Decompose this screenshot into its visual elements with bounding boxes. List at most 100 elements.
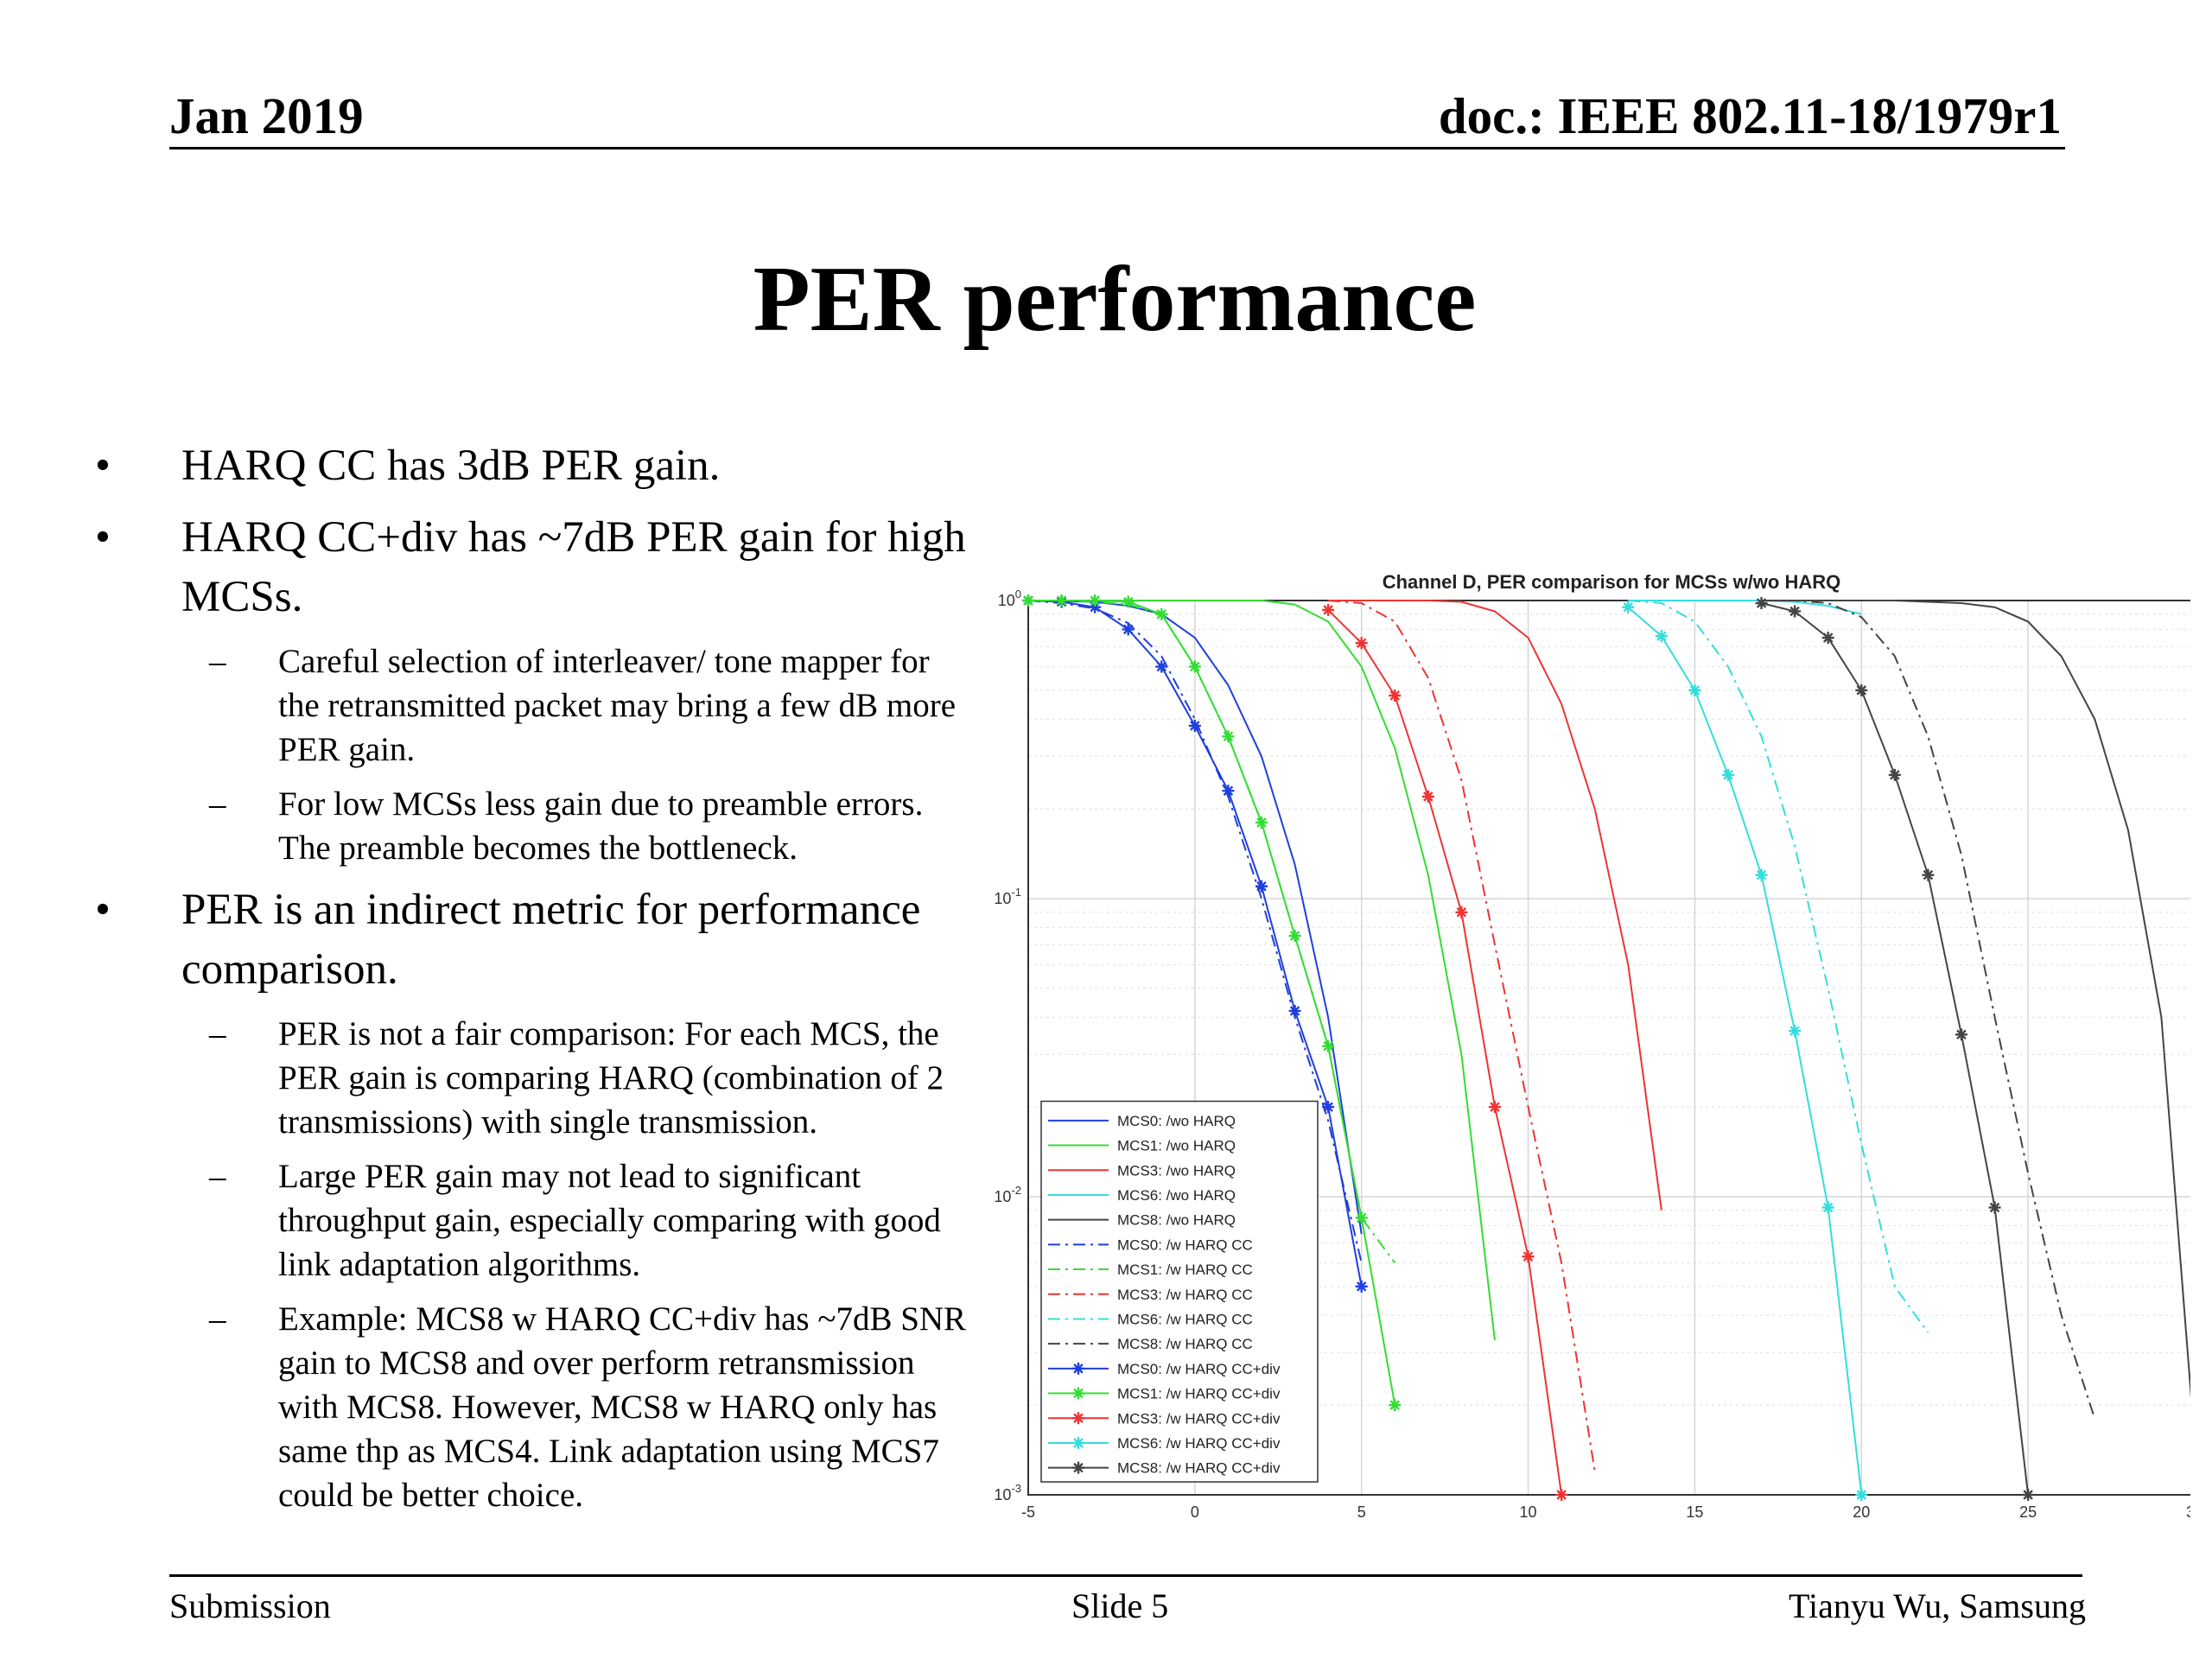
- series-marker-11: [1256, 817, 1267, 828]
- series-marker-11: [1156, 609, 1167, 620]
- y-tick-label: 10-1: [994, 886, 1021, 907]
- legend-marker: [1073, 1388, 1084, 1399]
- series-marker-11: [1223, 731, 1234, 742]
- sub-bullet-text: Careful selection of interleaver/ tone m…: [278, 643, 957, 768]
- sub-bullet-text: PER is not a fair comparison: For each M…: [278, 1015, 944, 1141]
- series-marker-11: [1356, 1212, 1367, 1224]
- header-rule: [169, 147, 2065, 149]
- series-marker-11: [1122, 596, 1134, 607]
- series-marker-13: [1623, 601, 1634, 613]
- series-marker-14: [1989, 1202, 2000, 1213]
- bullet-dot: •: [95, 513, 111, 562]
- series-marker-10: [1223, 785, 1234, 796]
- sub-bullet-item: – Example: MCS8 w HARQ CC+div has ~7dB SN…: [86, 1297, 968, 1517]
- series-marker-13: [1856, 1490, 1867, 1500]
- footer-slide-number: Slide 5: [1071, 1586, 1169, 1625]
- sub-bullet-text: Example: MCS8 w HARQ CC+div has ~7dB SNR…: [278, 1300, 967, 1514]
- series-marker-12: [1323, 605, 1333, 615]
- sub-bullet-text: For low MCSs less gain due to preamble e…: [278, 785, 924, 867]
- series-line-4: [1761, 600, 2190, 1399]
- header-date: Jan 2019: [169, 87, 364, 144]
- bullet-item: • HARQ CC+div has ~7dB PER gain for high …: [86, 508, 968, 627]
- bullet-list: • HARQ CC has 3dB PER gain. • HARQ CC+div …: [86, 436, 968, 1528]
- legend-entry: MCS0: /w HARQ CC: [1117, 1236, 1253, 1253]
- sub-bullet-dash: –: [209, 643, 226, 680]
- series-marker-13: [1756, 869, 1767, 880]
- series-marker-12: [1556, 1490, 1567, 1500]
- series-line-8: [1628, 600, 1929, 1333]
- series-marker-13: [1689, 685, 1700, 696]
- series-marker-12: [1356, 638, 1367, 648]
- legend-marker: [1073, 1438, 1084, 1448]
- series-marker-12: [1389, 690, 1401, 701]
- series-marker-10: [1156, 661, 1167, 672]
- series-line-9: [1761, 600, 2096, 1420]
- y-tick-label: 10-3: [994, 1482, 1021, 1503]
- series-marker-13: [1789, 1026, 1800, 1036]
- legend-entry: MCS3: /w HARQ CC+div: [1117, 1410, 1281, 1427]
- legend-entry: MCS3: /wo HARQ: [1117, 1162, 1236, 1179]
- sub-bullet-dash: –: [209, 1300, 226, 1338]
- legend-entry: MCS6: /w HARQ CC+div: [1117, 1435, 1281, 1452]
- sub-bullet-dash: –: [209, 1015, 226, 1052]
- sub-bullet-item: – For low MCSs less gain due to preamble …: [86, 782, 968, 870]
- bullet-text: HARQ CC has 3dB PER gain.: [181, 442, 721, 490]
- x-tick-label: 30: [2186, 1503, 2190, 1521]
- series-marker-12: [1490, 1102, 1500, 1112]
- series-marker-10: [1190, 721, 1200, 731]
- series-marker-13: [1723, 770, 1733, 780]
- y-tick-label: 100: [998, 588, 1021, 609]
- x-tick-label: 20: [1853, 1503, 1870, 1521]
- y-tick-label: 10-2: [994, 1184, 1021, 1205]
- series-line-7: [1328, 600, 1596, 1471]
- series-marker-14: [1822, 632, 1834, 643]
- slide-title: PER performance: [753, 248, 1477, 351]
- series-marker-11: [1190, 661, 1200, 672]
- series-marker-10: [1323, 1102, 1333, 1112]
- series-line-13: [1627, 606, 1863, 1496]
- legend-marker: [1073, 1363, 1084, 1374]
- series-marker-14: [1856, 685, 1867, 696]
- legend-entry: MCS1: /w HARQ CC+div: [1117, 1386, 1281, 1402]
- x-tick-label: 10: [1520, 1503, 1537, 1521]
- legend-entry: MCS8: /w HARQ CC: [1117, 1336, 1253, 1352]
- series-marker-11: [1389, 1400, 1401, 1410]
- series-marker-10: [1289, 1006, 1300, 1016]
- bullet-text: HARQ CC+div has ~7dB PER gain for high M…: [181, 513, 966, 621]
- bullet-item: • HARQ CC has 3dB PER gain.: [86, 436, 968, 496]
- sub-bullet-text: Large PER gain may not lead to significa…: [278, 1158, 941, 1283]
- x-tick-label: 0: [1191, 1503, 1199, 1521]
- sub-bullet-item: – PER is not a fair comparison: For each …: [86, 1012, 968, 1144]
- series-line-5: [1027, 600, 1363, 1263]
- footer-submission: Submission: [169, 1586, 331, 1625]
- sub-bullet-dash: –: [209, 1158, 226, 1195]
- series-marker-14: [1890, 770, 1900, 780]
- footer-author: Tianyu Wu, Samsung: [1788, 1586, 2086, 1625]
- series-marker-11: [1090, 595, 1100, 606]
- legend-entry: MCS6: /wo HARQ: [1117, 1187, 1236, 1204]
- series-marker-10: [1122, 624, 1134, 635]
- series-line-12: [1327, 609, 1563, 1496]
- x-tick-label: 15: [1686, 1503, 1703, 1521]
- sub-bullet-dash: –: [209, 785, 226, 823]
- legend-entry: MCS3: /w HARQ CC: [1117, 1287, 1253, 1303]
- series-marker-13: [1656, 631, 1667, 641]
- legend-entry: MCS8: /w HARQ CC+div: [1117, 1460, 1281, 1477]
- series-line-1: [1028, 600, 1496, 1341]
- series-marker-10: [1356, 1281, 1367, 1292]
- sub-bullet-item: – Careful selection of interleaver/ tone …: [86, 639, 968, 772]
- series-line-2: [1328, 600, 1662, 1211]
- series-marker-13: [1822, 1202, 1834, 1213]
- x-tick-label: 25: [2019, 1503, 2037, 1521]
- series-marker-14: [2023, 1490, 2033, 1500]
- legend-entry: MCS0: /wo HARQ: [1117, 1113, 1236, 1129]
- series-marker-11: [1056, 595, 1067, 606]
- x-tick-label: 5: [1357, 1503, 1366, 1521]
- legend-entry: MCS8: /wo HARQ: [1117, 1212, 1236, 1229]
- series-marker-11: [1289, 931, 1300, 941]
- x-tick-label: -5: [1021, 1503, 1035, 1521]
- axes-box: [1027, 600, 2190, 1496]
- bullet-item: • PER is an indirect metric for performan…: [86, 880, 968, 1000]
- legend-marker: [1073, 1413, 1084, 1423]
- series-marker-12: [1456, 907, 1467, 918]
